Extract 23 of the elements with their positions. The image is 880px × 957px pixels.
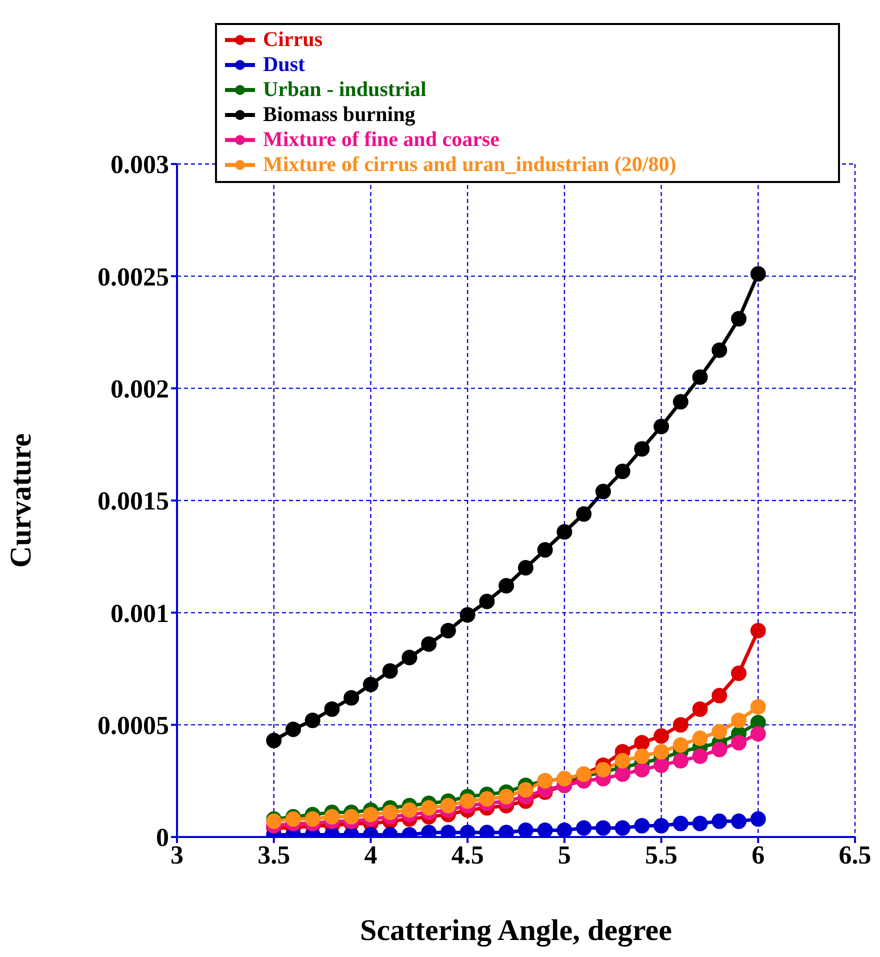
y-tick-label: 0 xyxy=(156,823,169,852)
y-axis-title: Curvature xyxy=(4,433,38,568)
y-tick-label: 0.0005 xyxy=(98,711,169,740)
x-tick-label: 3.5 xyxy=(258,840,290,870)
x-tick-label: 5 xyxy=(558,840,571,870)
legend-label: Dust xyxy=(263,52,306,77)
y-tick-label: 0.003 xyxy=(110,150,169,180)
x-tick-label: 3 xyxy=(170,840,184,870)
x-tick-label: 5.5 xyxy=(645,840,678,870)
y-tick-label: 0.001 xyxy=(110,598,169,628)
x-tick-label: 6.5 xyxy=(838,840,872,870)
y-tick-label: 0.0015 xyxy=(98,486,169,516)
legend-label: Cirrus xyxy=(263,27,322,52)
legend-label: Mixture of cirrus and uran_industrian (20/80) xyxy=(263,152,676,177)
x-tick-label: 6 xyxy=(752,840,765,870)
x-axis-title: Scattering Angle, degree xyxy=(360,914,672,947)
legend-label: Mixture of fine and coarse xyxy=(263,127,500,152)
y-tick-label: 0.0025 xyxy=(98,262,169,292)
legend-label: Urban - industrial xyxy=(263,77,426,102)
legend-label: Biomass burning xyxy=(263,102,416,127)
x-tick-label: 4 xyxy=(364,840,378,870)
x-tick-label: 4.5 xyxy=(451,840,484,870)
y-tick-label: 0.002 xyxy=(110,374,169,404)
